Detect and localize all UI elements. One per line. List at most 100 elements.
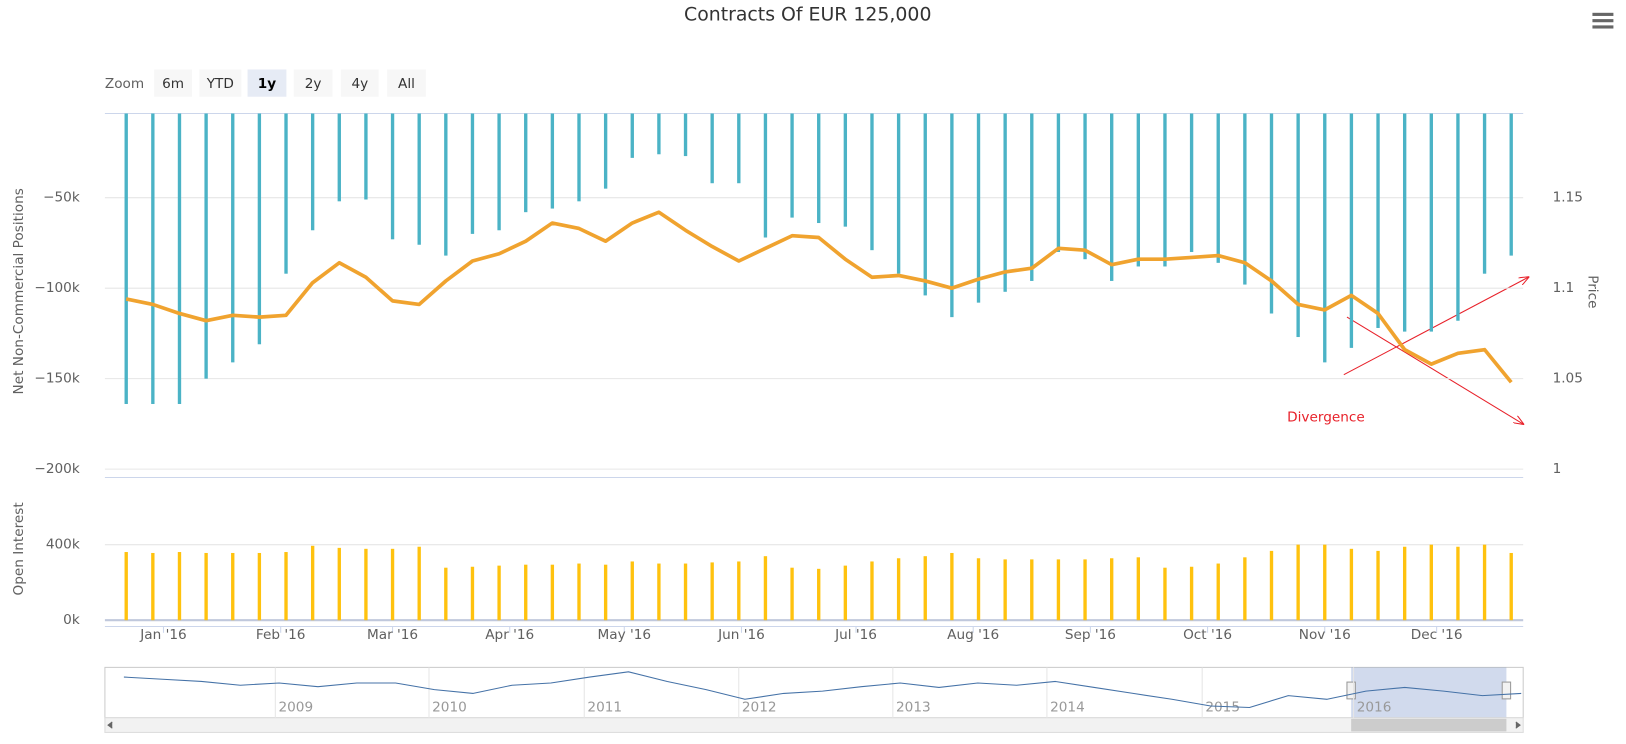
bar (1376, 113, 1380, 328)
bar (284, 552, 288, 621)
bar (1269, 113, 1274, 314)
bar (1136, 113, 1141, 267)
x-tick-label: Feb '16 (256, 627, 306, 643)
line (125, 210, 1513, 384)
bar (1003, 113, 1007, 292)
nav-tick-label: 2016 (1357, 699, 1392, 715)
nav-tick-label: 2010 (432, 699, 467, 715)
bar (1323, 113, 1327, 363)
bar (577, 563, 581, 621)
bar (923, 556, 927, 621)
zoom-button-label[interactable]: 2y (305, 76, 322, 92)
bar (524, 113, 528, 213)
bar (1429, 544, 1433, 621)
nav-tick-label: 2012 (742, 699, 777, 715)
zoom-button-label[interactable]: All (398, 76, 415, 92)
bar (204, 552, 208, 621)
bar (1456, 546, 1460, 621)
bar (151, 113, 155, 404)
navigator-handle[interactable] (1501, 681, 1512, 700)
bar (817, 568, 821, 621)
bar (337, 547, 341, 621)
bar (710, 113, 714, 184)
bar (1349, 548, 1354, 621)
scroll-arrows[interactable] (107, 721, 1521, 729)
bar (737, 561, 741, 621)
bar (1163, 113, 1167, 267)
bar (1110, 558, 1114, 621)
menu-icon[interactable] (1592, 12, 1614, 29)
scrollbar-thumb[interactable] (1351, 718, 1507, 732)
bar (284, 113, 288, 274)
y2-tick-label: 1.05 (1553, 371, 1583, 387)
scrollbar[interactable] (104, 717, 1524, 733)
x-tick-label: Jul '16 (834, 627, 877, 643)
navigator-handle[interactable] (1346, 681, 1356, 700)
bar (843, 565, 848, 621)
zoom-button-label[interactable]: 1y (258, 76, 276, 92)
bar (470, 113, 475, 234)
chart-title: Contracts Of EUR 125,000 (684, 3, 931, 25)
bar (1216, 563, 1220, 621)
zoom-button[interactable] (340, 69, 379, 97)
bar (1243, 113, 1247, 285)
bar (550, 564, 555, 621)
nav-tick-label: 2013 (896, 699, 931, 715)
y-tick-label: 0k (63, 612, 80, 628)
bar (683, 113, 688, 157)
bar (1296, 113, 1300, 338)
bar (630, 113, 634, 158)
bar (417, 546, 421, 621)
bar (497, 113, 501, 231)
bar (257, 113, 262, 345)
bar (524, 564, 528, 621)
bar (364, 548, 368, 621)
arrow (1343, 277, 1529, 376)
bar (1349, 113, 1354, 348)
bar (843, 113, 848, 227)
zoom-button[interactable] (293, 69, 333, 97)
zoom-button[interactable] (247, 69, 287, 97)
zoom-button[interactable] (199, 69, 242, 97)
bar (310, 545, 315, 621)
x-tick-label: Dec '16 (1411, 627, 1463, 643)
bar (1509, 552, 1513, 621)
x-tick-label: Mar '16 (367, 627, 418, 643)
y2-tick-label: 1.1 (1553, 280, 1575, 296)
zoom-button-label[interactable]: YTD (206, 76, 234, 92)
zoom-buttons: 6m YTD 1y 2y 4y All (154, 69, 426, 97)
bar (657, 563, 661, 621)
bar (630, 561, 634, 621)
y-tick-label: −50k (43, 190, 80, 206)
bar (683, 563, 688, 621)
zoom-button-label[interactable]: 6m (162, 76, 184, 92)
bar (1482, 113, 1487, 274)
y2-tick-label: 1 (1553, 461, 1562, 477)
bar (1376, 550, 1380, 621)
zoom-button[interactable] (154, 69, 192, 97)
navigator-selection[interactable] (1351, 667, 1507, 718)
bar (204, 113, 208, 379)
bar (737, 113, 741, 184)
bar (1083, 559, 1087, 621)
bar (1189, 113, 1194, 252)
bar (1030, 113, 1034, 281)
bar (657, 113, 661, 155)
bar (1136, 557, 1141, 621)
bar (1110, 113, 1114, 281)
zoom-button[interactable] (387, 69, 426, 97)
bar (603, 564, 608, 621)
x-tick-label: May '16 (597, 627, 651, 643)
bar (790, 567, 794, 621)
bar (124, 552, 128, 621)
zoom-button-label[interactable]: 4y (351, 76, 368, 92)
bar (603, 113, 608, 189)
bar (1509, 113, 1513, 256)
bar (177, 552, 182, 621)
arrow (1346, 316, 1523, 424)
bar (1482, 544, 1487, 621)
bar (1163, 567, 1167, 621)
bar (310, 113, 315, 231)
bar (1402, 546, 1407, 621)
